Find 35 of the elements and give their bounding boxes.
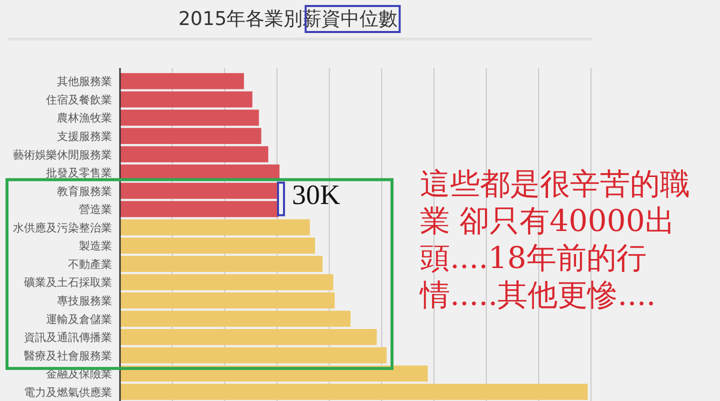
bar bbox=[120, 91, 252, 108]
y-tick-label: 專技服務業 bbox=[57, 294, 112, 308]
y-tick-label: 水供應及污染整治業 bbox=[13, 221, 112, 234]
y-tick-label: 運輸及倉儲業 bbox=[46, 312, 112, 326]
y-tick-label: 藝術娛樂休閒服務業 bbox=[13, 148, 112, 162]
bar bbox=[120, 73, 244, 90]
y-tick-label: 教育服務業 bbox=[57, 184, 112, 198]
bar bbox=[120, 347, 387, 364]
bar bbox=[120, 384, 588, 400]
bar bbox=[120, 256, 323, 272]
y-tick-label: 營造業 bbox=[79, 203, 112, 216]
y-tick-label: 其他服務業 bbox=[57, 75, 112, 88]
y-tick-label: 農林漁牧業 bbox=[57, 112, 112, 125]
bar bbox=[120, 201, 279, 218]
bar bbox=[120, 110, 259, 126]
y-tick-label: 製造業 bbox=[79, 240, 112, 253]
bar bbox=[120, 128, 262, 144]
y-tick-label: 礦業及土石採取業 bbox=[24, 276, 112, 290]
bar bbox=[120, 219, 310, 236]
bar bbox=[120, 146, 268, 162]
bar bbox=[120, 274, 334, 290]
y-tick-label: 支援服務業 bbox=[57, 130, 112, 143]
annotation: 30K bbox=[292, 180, 340, 212]
bar bbox=[120, 328, 377, 346]
annotation: 這些都是很辛苦的職業 卻只有40000出頭....18年前的行情.....其他更慘.... bbox=[420, 166, 691, 314]
y-tick-label: 不動產業 bbox=[68, 258, 112, 271]
y-tick-label: 批發及零售業 bbox=[46, 166, 112, 180]
y-tick-label: 醫療及社會服務業 bbox=[24, 349, 112, 362]
y-tick-label: 住宿及餐飲業 bbox=[46, 93, 112, 106]
bar bbox=[120, 238, 316, 254]
y-tick-label: 電力及燃氣供應業 bbox=[24, 386, 112, 399]
bar bbox=[120, 310, 351, 327]
bar bbox=[120, 292, 335, 309]
y-tick-label: 資訊及通訊傳播業 bbox=[24, 331, 112, 344]
bar bbox=[120, 182, 278, 199]
